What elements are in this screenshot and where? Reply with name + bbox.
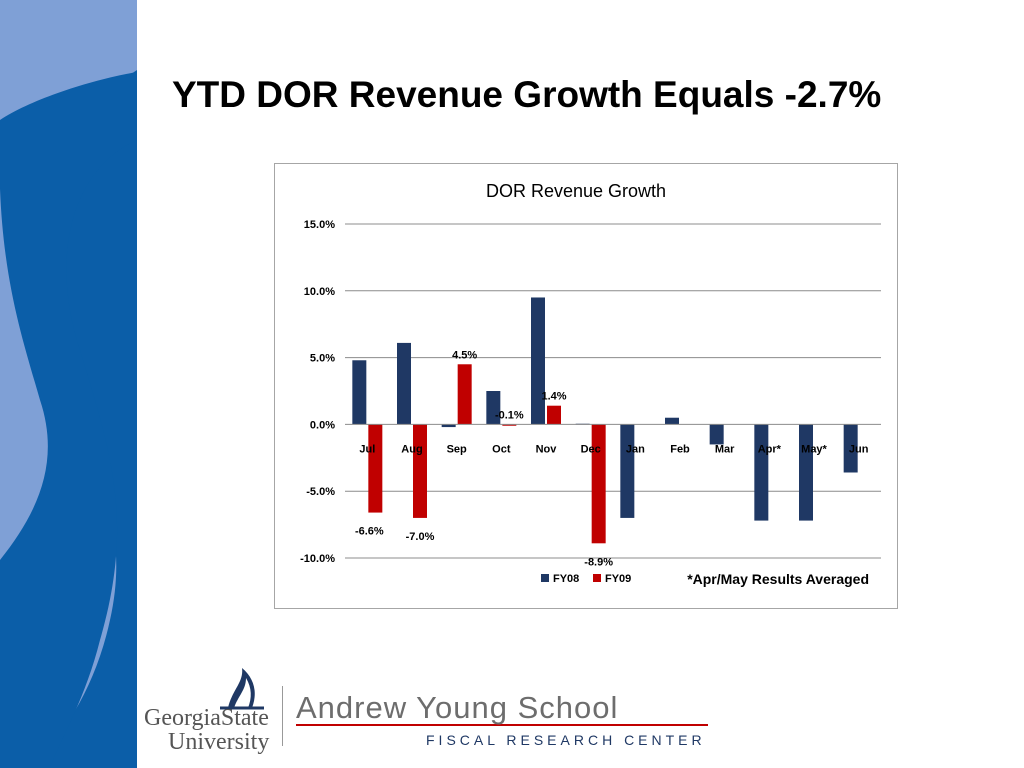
x-tick-label: Apr*	[758, 443, 782, 455]
x-tick-label: Feb	[670, 443, 690, 455]
data-label: -7.0%	[406, 531, 435, 543]
bar-fy09	[413, 424, 427, 518]
chart-frame: DOR Revenue Growth 15.0% 10.0% 5.0% 0.0% -5.0…	[274, 163, 898, 609]
gsu-wordmark-line2: University	[168, 729, 270, 755]
data-label: 4.5%	[452, 349, 477, 361]
slide-title: YTD DOR Revenue Growth Equals -2.7%	[172, 74, 882, 115]
x-tick-label: Aug	[401, 443, 422, 455]
gsu-flame-icon	[220, 668, 264, 710]
school-name: Andrew Young School	[296, 690, 619, 725]
x-tick-label: Sep	[447, 443, 467, 455]
bar-fy08	[531, 297, 545, 425]
legend-swatch-fy09	[593, 574, 601, 582]
x-tick-label: Mar	[715, 443, 735, 455]
footer-logos: GeorgiaState University Andrew Young Sch…	[140, 660, 740, 760]
center-name: FISCAL RESEARCH CENTER	[426, 732, 706, 748]
bar-fy08	[352, 360, 367, 425]
bar-fy09	[368, 424, 383, 513]
y-tick-label: 10.0%	[304, 286, 335, 298]
y-tick-label: 15.0%	[304, 219, 335, 231]
x-tick-label: Oct	[492, 443, 511, 455]
bar-fy08	[397, 342, 411, 425]
bar-fy08	[799, 424, 813, 521]
bar-fy08	[709, 424, 724, 445]
data-label: -0.1%	[495, 409, 524, 421]
y-tick-label: -10.0%	[300, 553, 335, 565]
bar-fy08	[486, 391, 501, 425]
data-label: -6.6%	[355, 526, 384, 538]
decorative-wave-band	[0, 0, 137, 768]
x-tick-label: Jun	[849, 443, 869, 455]
data-label: 1.4%	[541, 391, 566, 403]
legend-label: FY09	[605, 573, 631, 585]
bar-fy08	[843, 424, 858, 473]
y-tick-label: 0.0%	[310, 419, 335, 431]
revenue-growth-chart: DOR Revenue Growth 15.0% 10.0% 5.0% 0.0% -5.0…	[300, 181, 881, 587]
bar-fy09	[547, 405, 561, 425]
bar-fy08	[441, 424, 456, 428]
y-tick-label: -5.0%	[306, 486, 335, 498]
logo-divider	[282, 686, 283, 746]
bar-fy08	[620, 424, 635, 518]
bar-fy08	[665, 417, 679, 425]
x-tick-label: Dec	[581, 443, 601, 455]
legend-swatch-fy08	[541, 574, 549, 582]
x-tick-label: Jul	[359, 443, 375, 455]
chart-note: *Apr/May Results Averaged	[687, 571, 869, 587]
gsu-wordmark-line1: GeorgiaState	[144, 705, 269, 731]
bar-fy08	[754, 424, 769, 521]
x-tick-label: Nov	[536, 443, 558, 455]
deco-dark-wave	[0, 72, 137, 768]
data-label: -8.9%	[584, 556, 613, 568]
y-tick-label: 5.0%	[310, 353, 335, 365]
legend-label: FY08	[553, 573, 579, 585]
chart-title: DOR Revenue Growth	[486, 181, 666, 201]
x-tick-label: Jan	[626, 443, 645, 455]
bar-fy09	[591, 424, 606, 544]
bar-fy09	[457, 364, 472, 425]
bar-fy09	[502, 424, 517, 426]
x-tick-label: May*	[801, 443, 827, 455]
school-underline	[296, 724, 708, 726]
